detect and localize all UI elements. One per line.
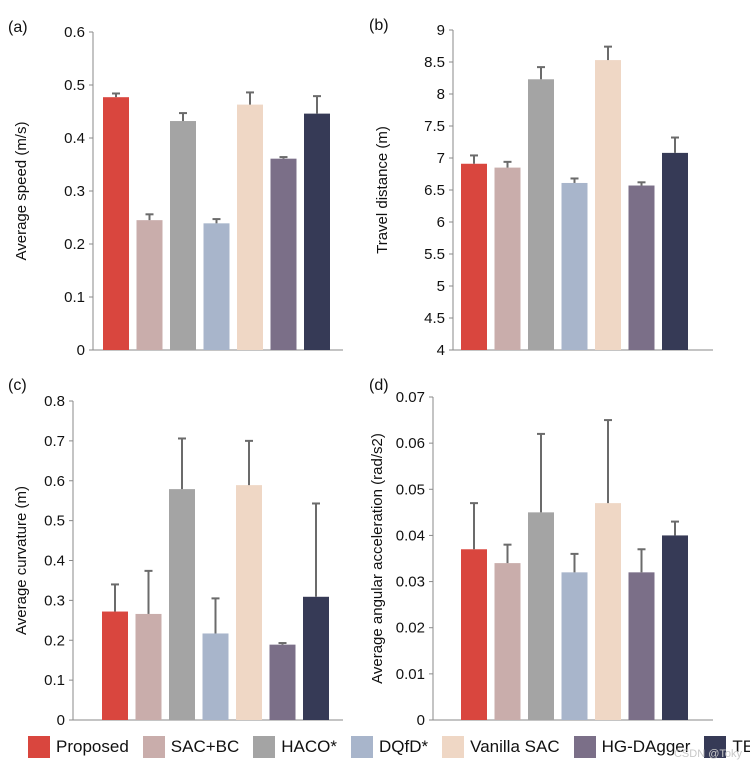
y-axis-title: Travel distance (m) bbox=[374, 126, 391, 254]
legend-swatch bbox=[142, 736, 165, 758]
watermark: CSDN @Toky bbox=[673, 748, 742, 760]
bar bbox=[202, 633, 229, 720]
bar bbox=[662, 152, 688, 350]
bar bbox=[304, 113, 330, 351]
bar bbox=[203, 223, 230, 350]
panel-label: (c) bbox=[8, 377, 27, 394]
y-tick-label: 0.3 bbox=[44, 592, 65, 609]
y-tick-label: 0.5 bbox=[64, 77, 85, 94]
legend-item: HG-DAgger bbox=[573, 736, 691, 758]
bar bbox=[170, 121, 196, 350]
chart-panel: 4 4.5 5 5.5 6 6.5 7 7.5 8 8.5 9 (b) Travel distance … bbox=[369, 17, 713, 359]
bar bbox=[169, 489, 195, 720]
bar bbox=[103, 97, 129, 350]
bar bbox=[494, 167, 521, 350]
y-tick-label: 0.05 bbox=[396, 481, 425, 498]
bar bbox=[236, 485, 262, 720]
y-axis-title: Average curvature (m) bbox=[13, 486, 30, 635]
bar bbox=[269, 644, 296, 720]
legend: Proposed SAC+BC HACO* DQfD* Vanilla SAC … bbox=[28, 732, 750, 762]
legend-item: SAC+BC bbox=[142, 736, 240, 758]
y-tick-label: 5 bbox=[437, 278, 445, 295]
legend-swatch bbox=[28, 736, 50, 758]
y-tick-label: 6.5 bbox=[424, 182, 445, 199]
y-tick-label: 0.4 bbox=[44, 553, 65, 570]
legend-label: HG-DAgger bbox=[601, 737, 691, 756]
legend-item: Vanilla SAC bbox=[442, 736, 560, 758]
bar bbox=[135, 613, 162, 720]
panel-label: (b) bbox=[369, 17, 389, 34]
y-tick-label: 0 bbox=[57, 712, 65, 729]
bar bbox=[595, 60, 621, 350]
y-tick-label: 0 bbox=[77, 342, 85, 359]
y-tick-label: 0.5 bbox=[44, 513, 65, 530]
y-tick-label: 0.01 bbox=[396, 666, 425, 683]
y-tick-label: 0.2 bbox=[64, 236, 85, 253]
y-tick-label: 0.06 bbox=[396, 435, 425, 452]
y-tick-label: 7.5 bbox=[424, 118, 445, 135]
y-tick-label: 4 bbox=[437, 342, 445, 359]
legend-swatch bbox=[573, 736, 596, 758]
legend-swatch bbox=[704, 736, 727, 758]
y-tick-label: 0.04 bbox=[396, 527, 425, 544]
bar bbox=[102, 611, 128, 720]
legend-item: DQfD* bbox=[351, 736, 428, 758]
bar bbox=[561, 572, 588, 720]
y-tick-label: 0.6 bbox=[44, 473, 65, 490]
y-tick-label: 6 bbox=[437, 214, 445, 231]
chart-panel: 0 0.01 0.02 0.03 0.04 0.05 0.06 0.07 (d) Average … bbox=[369, 377, 713, 729]
bar bbox=[461, 549, 487, 720]
bar bbox=[494, 563, 521, 720]
legend-label: Proposed bbox=[56, 737, 129, 756]
legend-label: HACO* bbox=[281, 737, 338, 756]
legend-label: SAC+BC bbox=[170, 737, 240, 756]
y-axis-title: Average angular acceleration (rad/s2) bbox=[369, 433, 386, 684]
y-tick-label: 0.8 bbox=[44, 393, 65, 410]
y-tick-label: 5.5 bbox=[424, 246, 445, 263]
legend-label: Vanilla SAC bbox=[470, 737, 560, 756]
y-tick-label: 0.2 bbox=[44, 632, 65, 649]
legend-label: TEB bbox=[732, 737, 750, 756]
y-tick-label: 0.1 bbox=[44, 672, 65, 689]
y-tick-label: 0.3 bbox=[64, 183, 85, 200]
y-tick-label: 0.1 bbox=[64, 289, 85, 306]
chart-panel: 0 0.1 0.2 0.3 0.4 0.5 0.6 0.7 0.8 (c) Average curv… bbox=[8, 377, 343, 729]
bar bbox=[303, 596, 329, 720]
bar bbox=[528, 79, 554, 350]
legend-label: DQfD* bbox=[379, 737, 429, 756]
bar bbox=[628, 572, 655, 720]
legend-item: TEB bbox=[704, 736, 750, 758]
panel-label: (d) bbox=[369, 377, 389, 394]
y-tick-label: 4.5 bbox=[424, 310, 445, 327]
y-tick-label: 0.7 bbox=[44, 433, 65, 450]
y-tick-label: 0.07 bbox=[396, 389, 425, 406]
y-axis-title: Average speed (m/s) bbox=[13, 122, 30, 261]
bar bbox=[561, 182, 588, 350]
y-tick-label: 0.02 bbox=[396, 620, 425, 637]
bar bbox=[662, 535, 688, 720]
y-tick-label: 0.6 bbox=[64, 24, 85, 41]
bar bbox=[136, 220, 163, 350]
bar bbox=[461, 163, 487, 350]
legend-item: HACO* bbox=[253, 736, 337, 758]
y-tick-label: 9 bbox=[437, 22, 445, 39]
bar bbox=[237, 104, 263, 350]
y-tick-label: 7 bbox=[437, 150, 445, 167]
y-tick-label: 0 bbox=[417, 712, 425, 729]
legend-swatch bbox=[351, 736, 374, 758]
bar bbox=[595, 503, 621, 720]
legend-swatch bbox=[253, 736, 276, 758]
panel-label: (a) bbox=[8, 19, 28, 36]
y-tick-label: 0.4 bbox=[64, 130, 85, 147]
bar bbox=[628, 185, 655, 350]
legend-item: Proposed bbox=[28, 736, 129, 758]
y-tick-label: 0.03 bbox=[396, 574, 425, 591]
chart-panel: 0 0.1 0.2 0.3 0.4 0.5 0.6 (a) Average speed (m/s… bbox=[8, 19, 343, 359]
y-tick-label: 8.5 bbox=[424, 54, 445, 71]
bar bbox=[528, 512, 554, 720]
y-tick-label: 8 bbox=[437, 86, 445, 103]
bar bbox=[270, 158, 297, 350]
legend-swatch bbox=[442, 736, 465, 758]
